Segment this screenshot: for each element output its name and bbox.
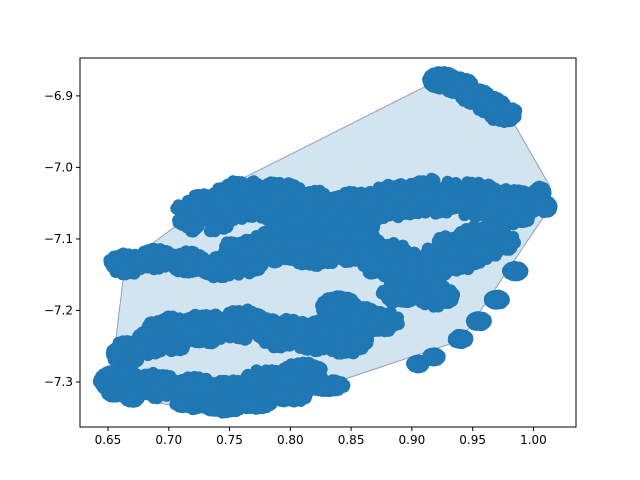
- data-point: [477, 249, 490, 262]
- data-point: [265, 246, 278, 259]
- data-point: [450, 178, 463, 191]
- data-point: [449, 241, 462, 254]
- data-point: [251, 261, 264, 274]
- data-point: [422, 252, 435, 264]
- data-point: [401, 187, 414, 200]
- data-point: [223, 204, 235, 217]
- data-point: [522, 214, 534, 227]
- data-point: [383, 209, 395, 222]
- data-point: [222, 238, 235, 250]
- data-point: [346, 223, 358, 236]
- data-point: [455, 76, 467, 89]
- data-point: [268, 176, 281, 189]
- data-point: [223, 259, 236, 272]
- data-point: [257, 179, 270, 192]
- data-point: [415, 296, 428, 309]
- data-point: [187, 225, 200, 238]
- data-point: [449, 332, 462, 345]
- data-point: [293, 212, 306, 225]
- data-point: [386, 263, 399, 276]
- data-point: [492, 289, 505, 302]
- data-point: [508, 197, 520, 209]
- data-point: [439, 232, 452, 244]
- data-point: [241, 257, 253, 270]
- data-point: [402, 255, 415, 268]
- data-point: [277, 193, 290, 206]
- data-point: [505, 102, 518, 115]
- data-point: [499, 115, 512, 128]
- data-point: [431, 280, 443, 293]
- data-point: [189, 205, 202, 218]
- data-point: [259, 225, 272, 238]
- data-point: [118, 267, 131, 280]
- data-point: [383, 286, 396, 299]
- data-point: [327, 203, 340, 216]
- data-point: [290, 191, 303, 204]
- data-point: [364, 267, 377, 280]
- data-point: [143, 245, 156, 258]
- data-point: [282, 248, 295, 261]
- data-point: [144, 258, 157, 271]
- data-point: [337, 198, 350, 211]
- data-point: [234, 236, 247, 249]
- data-point: [329, 244, 342, 257]
- data-point: [315, 212, 328, 225]
- data-point: [201, 215, 214, 227]
- data-point: [259, 236, 271, 249]
- data-point: [179, 254, 192, 267]
- data-point: [111, 254, 124, 266]
- points-layer: [92, 66, 558, 419]
- data-point: [497, 198, 509, 210]
- data-point: [411, 200, 424, 213]
- data-point: [437, 195, 450, 207]
- data-point: [267, 197, 280, 210]
- data-point: [469, 312, 482, 325]
- data-point: [382, 243, 395, 256]
- data-point: [500, 183, 512, 196]
- data-point: [256, 194, 268, 207]
- data-point: [417, 178, 430, 191]
- data-point: [303, 194, 316, 207]
- data-point: [449, 195, 462, 208]
- data-point: [489, 101, 502, 113]
- data-point: [168, 262, 181, 275]
- data-point: [544, 204, 557, 216]
- data-point: [486, 193, 499, 206]
- data-point: [271, 236, 284, 249]
- data-point: [396, 239, 409, 252]
- data-point: [296, 258, 309, 271]
- data-point: [474, 225, 487, 238]
- data-point: [476, 96, 489, 108]
- data-point: [455, 228, 468, 241]
- data-point: [405, 266, 418, 279]
- data-point: [497, 234, 510, 247]
- data-point: [327, 228, 340, 241]
- data-point: [275, 224, 288, 236]
- data-point: [466, 178, 479, 191]
- data-point: [378, 197, 391, 210]
- data-point: [433, 260, 446, 273]
- data-point: [358, 247, 371, 260]
- data-point: [461, 88, 474, 101]
- data-point: [318, 189, 331, 202]
- data-point: [364, 198, 377, 211]
- data-point: [509, 265, 522, 278]
- data-point: [283, 201, 296, 214]
- data-point: [212, 189, 225, 202]
- data-point: [491, 246, 504, 259]
- data-point: [227, 175, 240, 188]
- data-point: [172, 199, 185, 212]
- data-point: [253, 206, 266, 219]
- data-point: [283, 213, 296, 226]
